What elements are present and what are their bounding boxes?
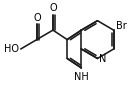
Text: Br: Br xyxy=(117,21,127,31)
Text: O: O xyxy=(49,3,57,13)
Text: N: N xyxy=(99,54,107,64)
Text: O: O xyxy=(33,13,41,23)
Text: NH: NH xyxy=(74,72,89,82)
Text: HO: HO xyxy=(4,44,19,54)
